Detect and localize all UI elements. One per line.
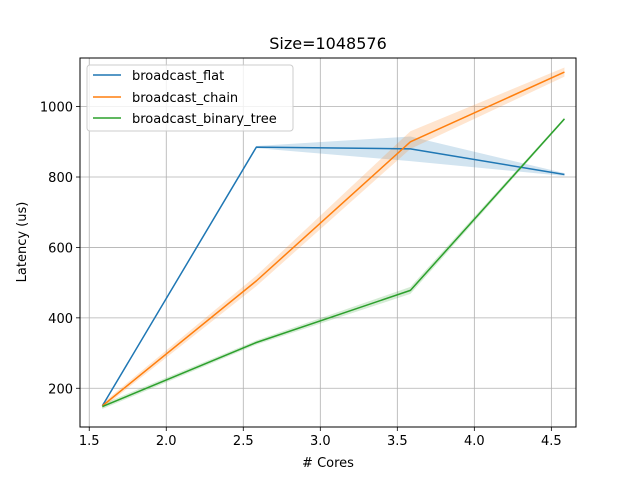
- confidence-bands: [102, 67, 565, 410]
- line-broadcast-flat: [101, 146, 565, 407]
- y-tick-label: 1000: [40, 101, 73, 116]
- legend-label-broadcast-flat: broadcast_flat: [132, 69, 224, 84]
- line-broadcast-chain: [101, 71, 565, 407]
- plot-frame: [79, 57, 577, 428]
- chart-title: Size=1048576: [269, 34, 387, 53]
- x-tick-label: 4.0: [464, 434, 485, 449]
- line-broadcast-binary-tree: [102, 118, 566, 408]
- x-tick-label: 3.0: [310, 434, 331, 449]
- y-tick-label: 800: [48, 171, 73, 186]
- x-tick-label: 4.5: [541, 434, 562, 449]
- legend-label-broadcast-chain: broadcast_chain: [132, 91, 238, 106]
- legend: broadcast_flat broadcast_chain broadcast…: [86, 64, 294, 132]
- series-lines: [101, 71, 566, 408]
- band-broadcast-flat: [102, 136, 565, 407]
- legend-label-broadcast-binary-tree: broadcast_binary_tree: [132, 112, 277, 127]
- legend-box: [86, 64, 294, 132]
- y-tick-label: 200: [48, 382, 73, 397]
- axis-ticks: 1.5 2.0 2.5 3.0 3.5 4.0 4.5 200 400 600 800 1000: [40, 101, 562, 449]
- y-tick-label: 400: [48, 312, 73, 327]
- y-tick-label: 600: [48, 241, 73, 256]
- y-axis-label: Latency (us): [15, 202, 30, 283]
- x-tick-label: 2.5: [233, 434, 254, 449]
- x-tick-label: 3.5: [387, 434, 408, 449]
- x-axis-label: # Cores: [302, 456, 354, 471]
- x-tick-label: 1.5: [79, 434, 100, 449]
- x-tick-label: 2.0: [156, 434, 177, 449]
